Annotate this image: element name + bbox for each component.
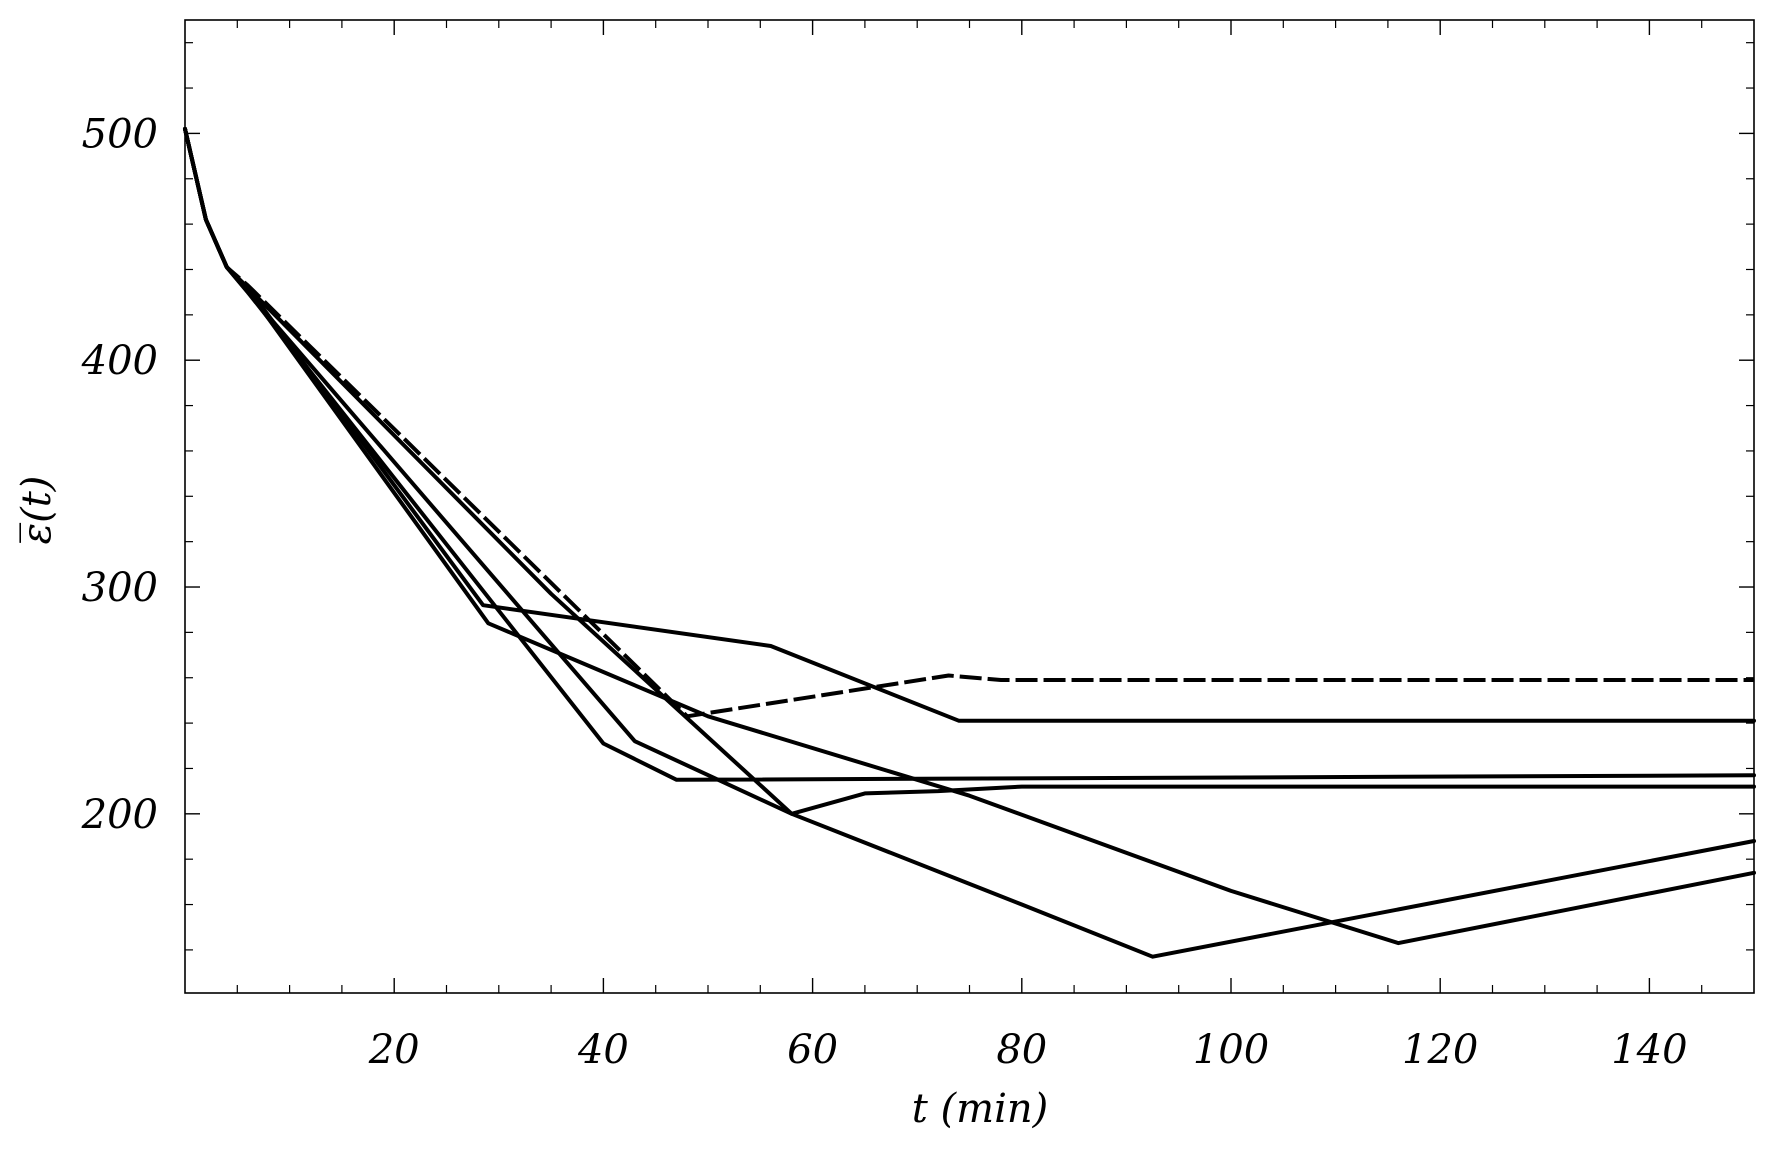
y-tick-label: 300 — [82, 565, 158, 611]
series-line-1 — [183, 126, 1756, 723]
x-tick-label: 140 — [1611, 1027, 1687, 1073]
y-tick-label: 200 — [81, 792, 158, 838]
x-tick-label: 40 — [577, 1027, 629, 1073]
x-axis-label: t (min) — [912, 1086, 1048, 1132]
x-tick-label: 20 — [368, 1027, 420, 1073]
x-tick-label: 120 — [1402, 1027, 1478, 1073]
y-axis-label: ε̅(t) — [14, 476, 60, 545]
series-line-3 — [183, 126, 1756, 782]
x-tick-labels: 20 40 60 80 100 120 140 — [368, 1027, 1688, 1073]
plot-frame — [184, 19, 1755, 994]
series-line-4 — [183, 126, 1756, 816]
series-line-2 — [183, 126, 1756, 946]
series-line-5 — [183, 126, 1756, 959]
y-tick-labels: 200 300 400 500 — [81, 111, 158, 837]
y-tick-label: 500 — [82, 111, 158, 157]
minor-ticks — [185, 20, 1754, 993]
series-line-6 — [183, 128, 1754, 719]
x-tick-label: 80 — [996, 1027, 1047, 1073]
major-ticks — [185, 20, 1754, 993]
x-tick-label: 100 — [1193, 1027, 1269, 1073]
series-layer — [183, 126, 1756, 959]
x-tick-label: 60 — [787, 1027, 838, 1073]
y-tick-label: 400 — [81, 338, 158, 384]
